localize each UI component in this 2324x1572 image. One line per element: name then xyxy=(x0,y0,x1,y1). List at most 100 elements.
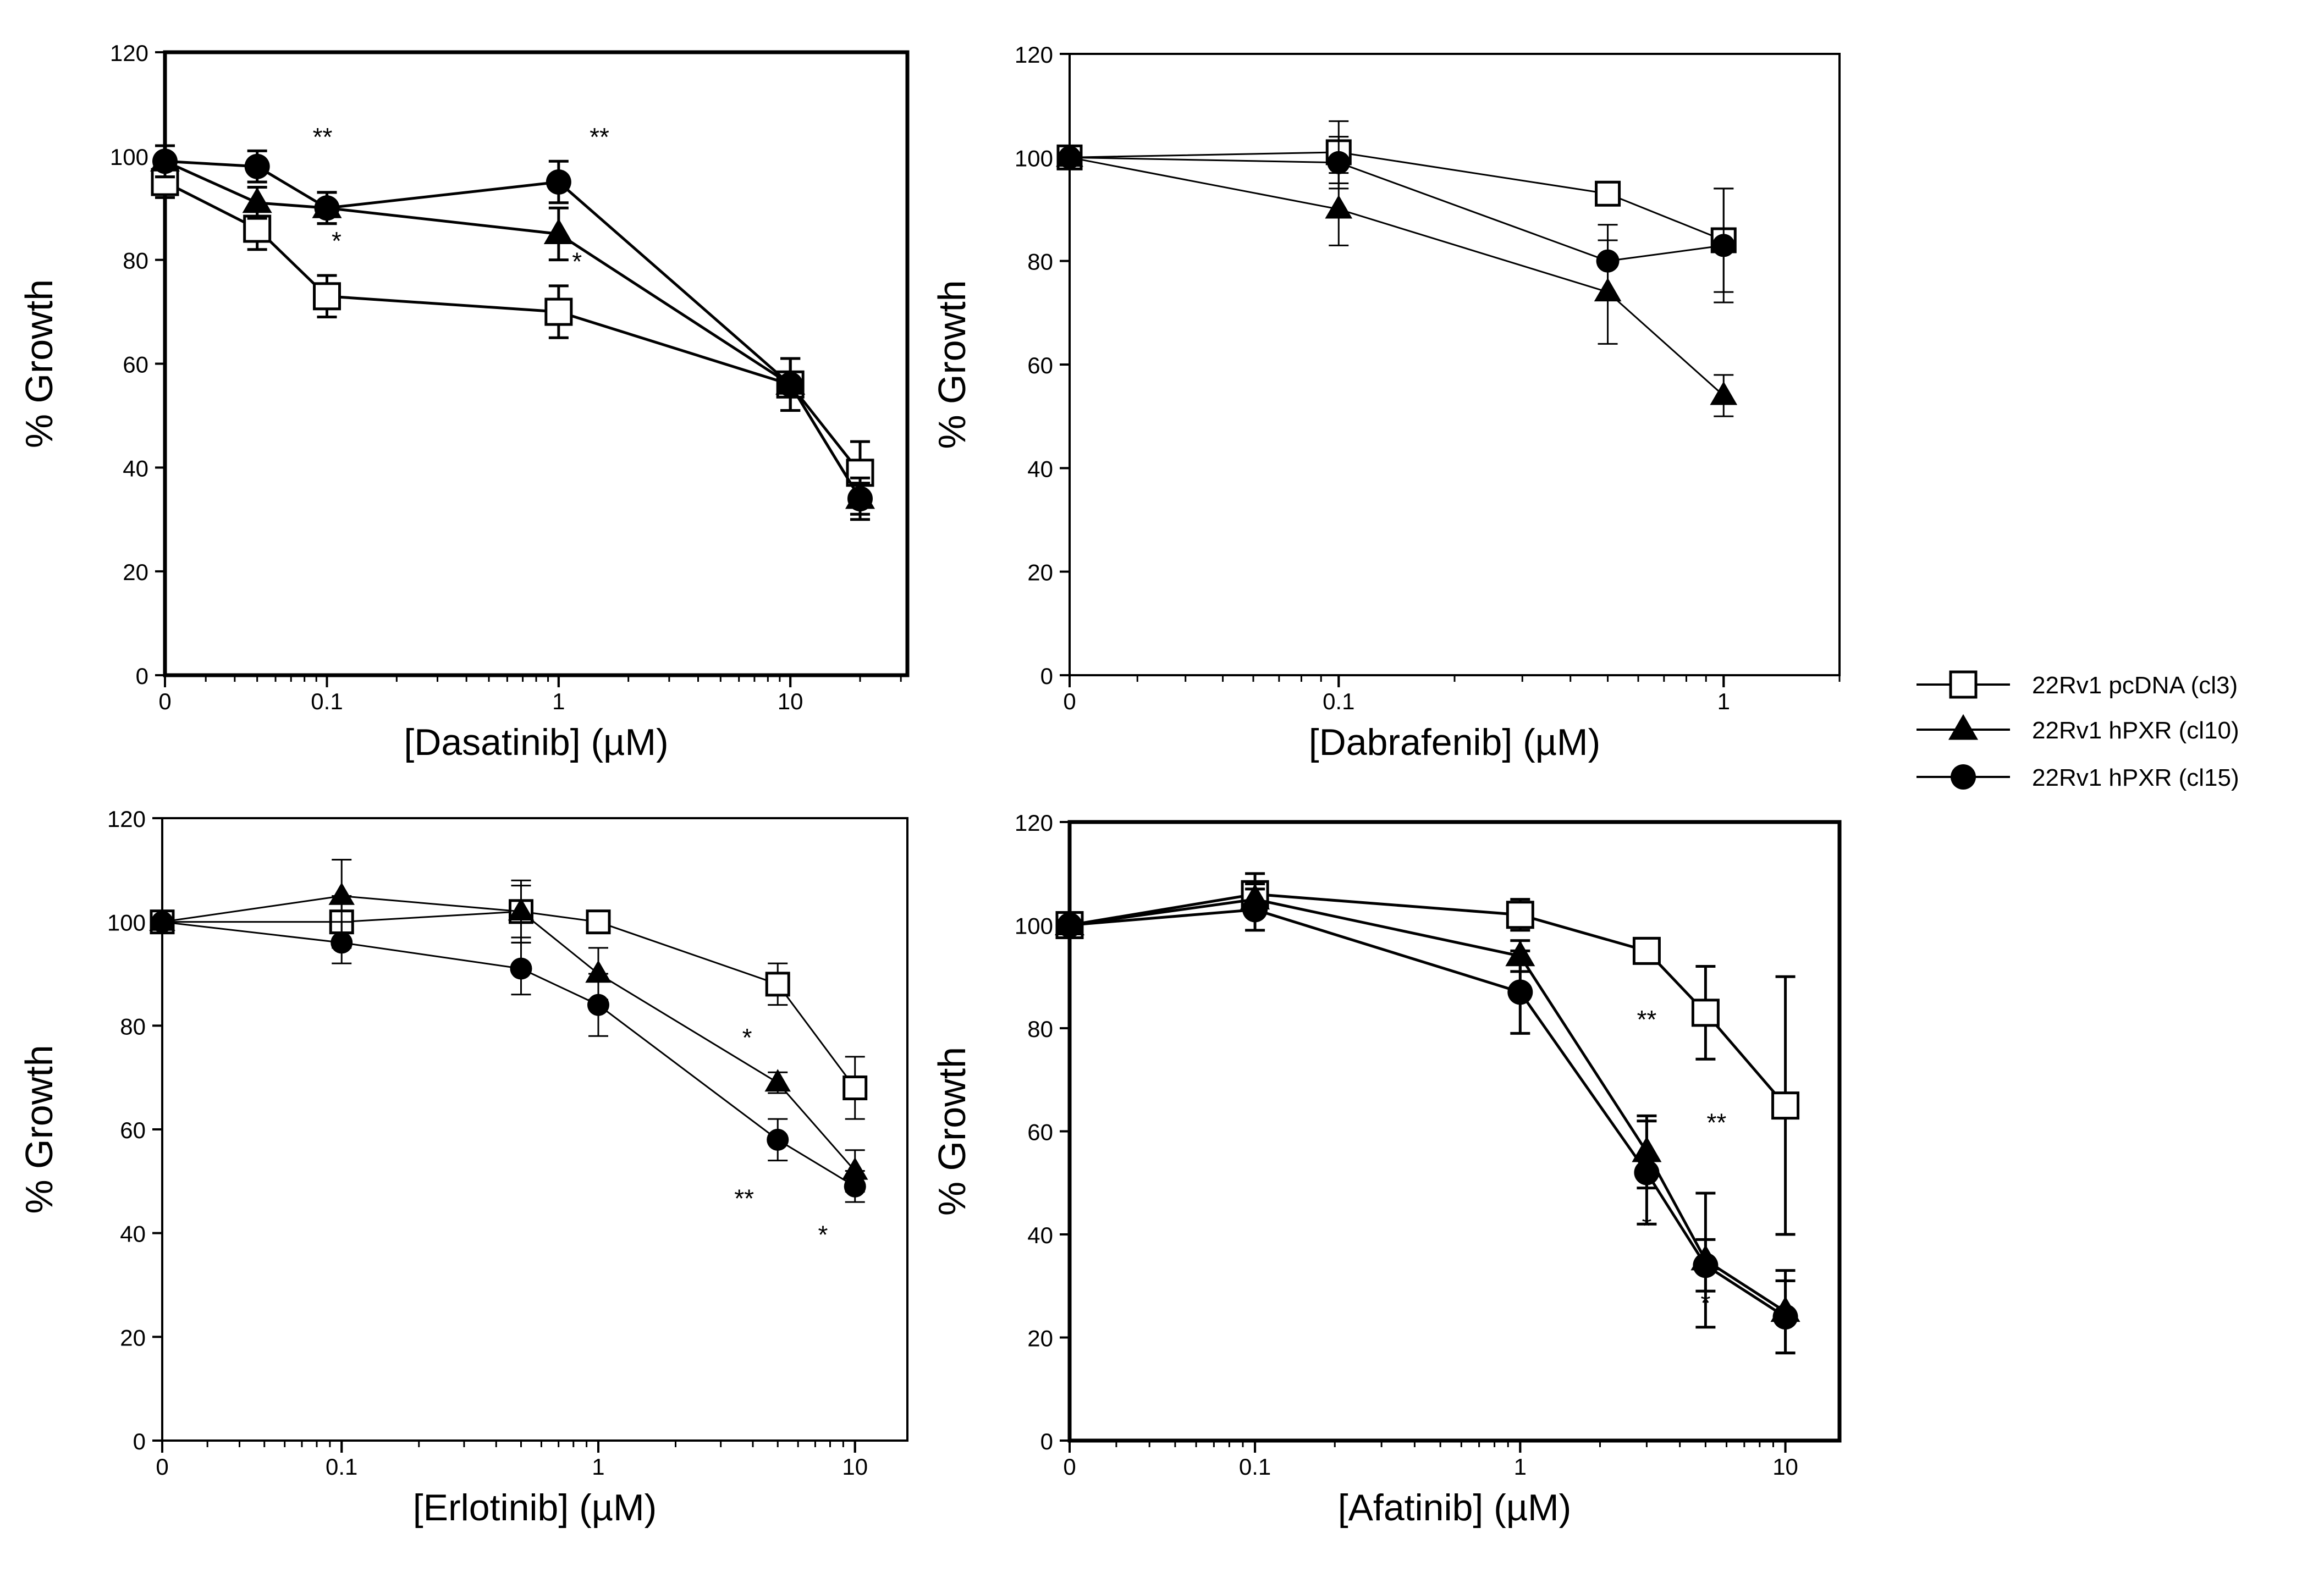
y-tick-label: 20 xyxy=(1027,1326,1053,1352)
data-point xyxy=(1325,195,1353,219)
y-tick-label: 80 xyxy=(1027,249,1053,275)
data-point xyxy=(244,153,270,179)
x-tick-label: 0.1 xyxy=(311,688,343,714)
y-axis-label-text: % Growth xyxy=(18,1045,60,1214)
series-line xyxy=(1069,908,1786,1319)
x-axis-label: [Dasatinib] (µM) xyxy=(404,721,668,763)
y-tick-label: 100 xyxy=(110,144,148,170)
y-tick-label: 100 xyxy=(1015,913,1053,939)
x-tick-label: 0 xyxy=(156,1454,168,1480)
series-triangle xyxy=(150,144,875,521)
data-point xyxy=(1691,999,1720,1027)
y-tick-label: 20 xyxy=(1027,560,1053,586)
series-line xyxy=(1069,156,1724,262)
data-point xyxy=(1712,234,1736,257)
y-axis-label: % Growth xyxy=(930,280,973,449)
y-tick-label: 0 xyxy=(136,663,148,689)
series-triangle xyxy=(1056,143,1738,417)
afatinib-panel: % Growth [Afatinib] (µM) ** ** * * 02040… xyxy=(930,810,1842,1529)
x-tick-label: 10 xyxy=(842,1454,868,1480)
data-point xyxy=(151,911,173,933)
data-point xyxy=(331,931,353,954)
legend-marker xyxy=(1948,714,1979,740)
data-point xyxy=(544,297,573,326)
series-square xyxy=(150,885,868,1120)
legend-marker xyxy=(1951,764,1976,790)
y-tick-label: 100 xyxy=(1015,145,1053,171)
y-axis-label-text: % Growth xyxy=(930,1047,973,1216)
series-square xyxy=(1055,872,1800,1236)
significance-annotation: * xyxy=(572,247,582,276)
y-tick-label: 60 xyxy=(1027,1119,1053,1145)
data-point xyxy=(546,169,571,195)
y-axis-label: % Growth xyxy=(930,1047,973,1216)
y-tick-label: 20 xyxy=(123,559,148,585)
data-point xyxy=(764,1069,791,1092)
data-point xyxy=(312,282,341,311)
data-point xyxy=(1772,1304,1798,1330)
y-axis-label: % Growth xyxy=(18,1045,60,1214)
x-tick-label: 1 xyxy=(1717,688,1730,714)
erlotinib-panel: % Growth [Erlotinib] (µM) * ** * 0 20 40 60… xyxy=(18,806,908,1529)
x-axis-label: [Dabrafenib] (µM) xyxy=(1309,721,1600,763)
y-tick-label: 120 xyxy=(110,40,148,66)
data-point xyxy=(587,994,609,1016)
data-point xyxy=(842,1075,868,1101)
data-point xyxy=(1634,1160,1660,1185)
legend-label: 22Rv1 hPXR (cl10) xyxy=(2032,717,2239,744)
series-circle xyxy=(151,911,866,1203)
data-point xyxy=(586,909,611,935)
significance-annotation: ** xyxy=(313,123,333,151)
series-line xyxy=(1069,898,1786,1313)
data-point xyxy=(765,972,790,997)
data-point xyxy=(1507,979,1533,1005)
y-axis-label-text: % Growth xyxy=(930,280,973,449)
data-point xyxy=(1632,936,1661,965)
plot-frame xyxy=(1069,53,1841,676)
x-tick-label: 0 xyxy=(1063,688,1076,714)
series-line xyxy=(1069,156,1725,396)
data-point xyxy=(1595,180,1621,207)
data-point xyxy=(510,957,532,980)
series-circle xyxy=(152,144,873,516)
series-circle xyxy=(1058,136,1736,304)
data-point xyxy=(314,195,340,221)
y-tick-label: 120 xyxy=(1015,42,1053,68)
data-point xyxy=(543,218,574,244)
y-tick-label: 100 xyxy=(107,910,146,936)
y-axis-label-text: % Growth xyxy=(18,279,60,448)
y-tick-label: 0 xyxy=(1040,663,1053,689)
x-tick-label: 10 xyxy=(1772,1454,1798,1480)
series-triangle xyxy=(1054,882,1800,1355)
series-square xyxy=(1056,120,1737,293)
series-line xyxy=(162,895,856,1172)
y-tick-label: 40 xyxy=(1027,1222,1053,1248)
legend: 22Rv1 pcDNA (cl3) 22Rv1 hPXR (cl10) 22Rv… xyxy=(1917,670,2239,791)
x-axis-label: [Erlotinib] (µM) xyxy=(413,1487,657,1529)
plot-frame xyxy=(163,50,910,677)
x-tick-label: 0 xyxy=(1063,1454,1076,1480)
data-point xyxy=(328,882,355,905)
data-point xyxy=(508,898,535,920)
x-tick-label: 10 xyxy=(778,688,803,714)
data-point xyxy=(778,372,803,398)
y-tick-label: 60 xyxy=(1027,352,1053,378)
y-tick-label: 80 xyxy=(120,1013,146,1039)
x-tick-label: 0.1 xyxy=(326,1454,357,1480)
data-point xyxy=(844,1175,866,1198)
significance-annotation: * xyxy=(332,227,342,255)
y-tick-label: 40 xyxy=(123,455,148,481)
data-point xyxy=(1506,901,1534,929)
data-point xyxy=(1058,146,1081,169)
y-tick-label: 80 xyxy=(123,248,148,274)
y-tick-label: 60 xyxy=(123,352,148,378)
series-line xyxy=(162,911,856,1089)
data-point xyxy=(1242,897,1268,923)
significance-annotation: ** xyxy=(590,123,609,151)
series-line xyxy=(164,159,862,500)
significance-annotation: * xyxy=(742,1023,752,1052)
x-tick-label: 1 xyxy=(592,1454,604,1480)
significance-annotation: ** xyxy=(1637,1005,1657,1034)
y-tick-label: 80 xyxy=(1027,1016,1053,1042)
